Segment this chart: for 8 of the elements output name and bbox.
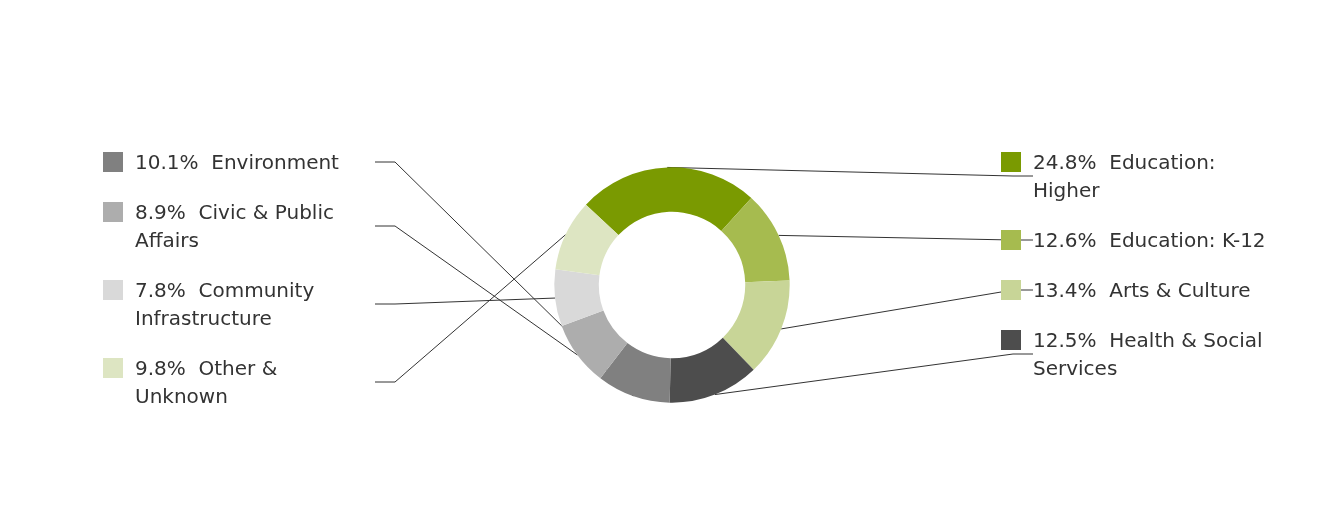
legend-label: 10.1% Environment	[135, 150, 340, 174]
legend-label: 8.9% Civic & Public Affairs	[135, 200, 341, 252]
legend-label: 12.5% Health & Social Services	[1033, 328, 1269, 380]
legend-label: 9.8% Other & Unknown	[135, 356, 284, 408]
legend-label: 7.8% Community Infrastructure	[135, 278, 321, 330]
legend-label: 24.8% Education: Higher	[1033, 150, 1222, 202]
legend-label: 12.6% Education: K-12	[1033, 228, 1266, 252]
legend-label: 13.4% Arts & Culture	[1033, 278, 1251, 302]
